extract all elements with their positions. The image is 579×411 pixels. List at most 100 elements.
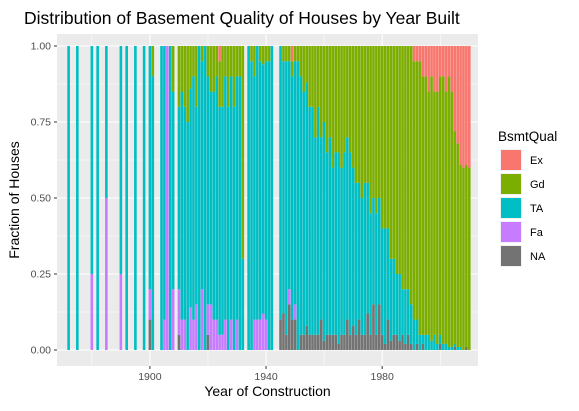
bar-segment-ex — [418, 46, 422, 62]
y-tick-label: 0.00 — [31, 345, 52, 357]
bar-segment-na — [325, 334, 329, 350]
bar-segment-ta — [192, 76, 195, 320]
bar-segment-ta — [76, 46, 79, 350]
bar-segment-ta — [346, 137, 349, 320]
bar-segment-na — [206, 334, 210, 350]
bar-segment-gd — [450, 91, 454, 347]
bar-segment-fa — [166, 46, 169, 350]
bar-segment-gd — [322, 46, 326, 122]
x-axis-label: Year of Construction — [204, 383, 330, 399]
bar-segment-gd — [444, 91, 448, 344]
bar-segment-na — [319, 319, 323, 350]
bar-segment-gd — [380, 46, 384, 229]
bar-segment-fa — [235, 319, 239, 350]
bar-segment-gd — [171, 46, 175, 92]
bar-segment-ta — [238, 76, 242, 351]
bar-segment-na — [317, 334, 320, 350]
bar-segment-gd — [427, 91, 430, 335]
y-axis-label: Fraction of Houses — [6, 141, 22, 259]
bar-segment-ta — [357, 182, 361, 320]
y-tick-label: 1.00 — [31, 41, 52, 53]
legend: BsmtQual Ex Gd TA Fa NA — [498, 129, 557, 267]
bar-segment-gd — [366, 46, 369, 183]
bar-segment-ta — [258, 61, 262, 320]
bar-segment-ta — [328, 137, 332, 335]
bar-segment-gd — [285, 46, 288, 62]
bar-segment-ta — [261, 64, 265, 314]
bar-segment-ta — [296, 61, 300, 350]
bar-segment-fa — [253, 319, 256, 350]
bar-segment-gd — [407, 46, 410, 290]
bar-segment-gd — [430, 76, 433, 341]
bar-segment-fa — [192, 319, 195, 350]
bar-segment-ta — [415, 319, 419, 344]
bar-segment-na — [287, 304, 291, 350]
bar-segment-na — [421, 343, 425, 350]
bar-segment-ta — [372, 198, 375, 305]
bar-segment-gd — [360, 46, 364, 198]
x-axis: 1900 1940 1980 — [138, 366, 394, 383]
bar-segment-gd — [314, 46, 317, 138]
bar-segment-ta — [375, 213, 378, 335]
bar-segment-gd — [183, 46, 187, 107]
legend-swatch-fa — [501, 222, 521, 242]
bar-segment-fa — [218, 334, 221, 350]
bar-segment-ta — [250, 61, 253, 350]
bar-segment-fa — [105, 198, 108, 350]
bar-segment-gd — [151, 46, 155, 77]
bar-segment-ex — [465, 46, 468, 165]
bar-segment-gd — [346, 46, 349, 138]
bar-segment-ex — [430, 46, 433, 77]
bar-segment-gd — [436, 91, 439, 344]
bar-segment-ta — [369, 213, 372, 335]
bar-segment-fa — [264, 319, 268, 350]
bar-segment-ta — [253, 76, 256, 320]
bar-segment-ex — [456, 46, 459, 144]
bar-segment-gd — [267, 46, 271, 62]
legend-swatch-gd — [501, 174, 521, 194]
bar-segment-na — [407, 334, 410, 350]
bar-segment-gd — [409, 46, 413, 305]
bar-segment-ta — [433, 334, 436, 350]
bar-segment-na — [409, 343, 413, 350]
bar-segment-gd — [343, 46, 346, 153]
bar-segment-ta — [392, 258, 396, 335]
bar-segment-ta — [450, 346, 454, 350]
bar-segment-gd — [459, 164, 462, 347]
bar-segment-gd — [238, 46, 242, 77]
bar-segment-gd — [212, 46, 216, 92]
legend-swatch-ex — [501, 150, 521, 170]
bar-segment-gd — [357, 46, 361, 183]
bar-segment-ta — [279, 46, 282, 320]
bar-segment-gd — [453, 131, 457, 344]
bar-segment-fa — [209, 304, 213, 350]
bar-segment-na — [360, 334, 364, 350]
bar-segment-gd — [189, 46, 192, 89]
bar-segment-gd — [377, 46, 381, 198]
bar-segment-fa — [224, 319, 227, 350]
bar-segment-ta — [267, 61, 271, 350]
bar-segment-fa — [221, 334, 224, 350]
bar-segment-na — [377, 304, 381, 350]
bar-segment-ta — [424, 334, 428, 350]
bar-segment-ta — [427, 334, 430, 350]
bar-segment-na — [366, 313, 369, 350]
bar-segment-gd — [264, 46, 268, 62]
bar-segment-ta — [389, 258, 393, 341]
bar-segment-ta — [186, 122, 189, 350]
bar-segment-gd — [395, 46, 399, 274]
bar-segment-ta — [148, 46, 152, 290]
legend-label-ta: TA — [530, 203, 544, 215]
bar-segment-gd — [296, 46, 300, 62]
bar-segment-gd — [250, 46, 253, 62]
bar-segment-ta — [421, 334, 425, 344]
bar-segment-gd — [241, 46, 245, 259]
x-tick-label: 1900 — [138, 371, 162, 383]
chart-title: Distribution of Basement Quality of Hous… — [24, 8, 460, 28]
bar-segment-fa — [200, 289, 204, 350]
bar-segment-ta — [444, 343, 448, 350]
bar-segment-na — [389, 340, 393, 350]
bar-segment-ta — [305, 82, 309, 326]
bar-segment-na — [453, 346, 457, 350]
